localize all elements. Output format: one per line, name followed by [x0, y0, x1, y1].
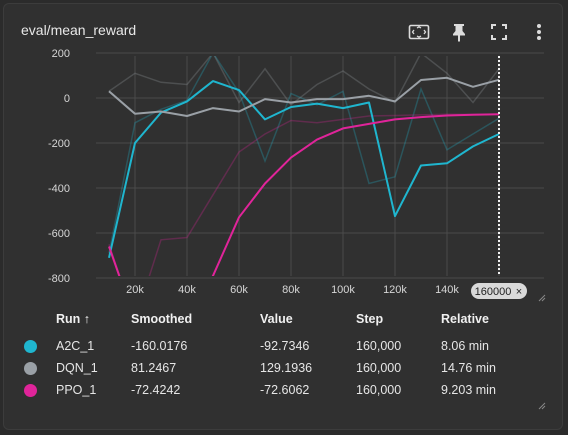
- table-row: DQN_1 81.2467 129.1936 160,000 14.76 min: [4, 358, 564, 380]
- x-tick-label: 60k: [230, 284, 248, 296]
- more-options-button[interactable]: [524, 18, 554, 46]
- hover-step-badge: [471, 283, 527, 299]
- col-value: Value: [260, 312, 293, 326]
- raw-value: -92.7346: [260, 339, 310, 353]
- x-tick-label: 40k: [178, 284, 196, 296]
- table-row: PPO_1 -72.4242 -72.6062 160,000 9.203 mi…: [4, 380, 564, 402]
- x-tick-label: 100k: [331, 284, 355, 296]
- col-relative: Relative: [441, 312, 489, 326]
- run-name: PPO_1: [56, 383, 97, 397]
- table-row: A2C_1 -160.0176 -92.7346 160,000 8.06 mi…: [4, 336, 564, 358]
- y-tick-label: -800: [48, 273, 70, 285]
- x-tick-label: 80k: [282, 284, 300, 296]
- run-color-dot: [24, 384, 37, 397]
- col-smoothed: Smoothed: [131, 312, 193, 326]
- table-header: Run ↑ Smoothed Value Step Relative: [4, 309, 564, 331]
- hover-close-icon[interactable]: ×: [516, 286, 522, 298]
- run-color-dot: [24, 362, 37, 375]
- raw-value: 129.1936: [260, 361, 313, 375]
- relative-time: 9.203 min: [441, 383, 496, 397]
- table-resize-handle[interactable]: [538, 402, 546, 410]
- series-raw-PPO_1: [108, 113, 500, 276]
- y-tick-label: -200: [48, 138, 70, 150]
- y-tick-label: 200: [52, 48, 70, 60]
- y-tick-label: -600: [48, 228, 70, 240]
- x-tick-label: 140k: [435, 284, 459, 296]
- pin-button[interactable]: [444, 18, 474, 46]
- series-raw-DQN_1: [108, 56, 500, 106]
- chart-resize-handle[interactable]: [538, 294, 546, 302]
- fit-to-data-icon: [408, 24, 430, 40]
- run-name: DQN_1: [56, 361, 98, 375]
- run-name: A2C_1: [56, 339, 95, 353]
- relative-time: 8.06 min: [441, 339, 489, 353]
- chart-title: eval/mean_reward: [21, 22, 137, 38]
- col-step: Step: [356, 312, 384, 326]
- series-smoothed-A2C_1: [108, 80, 500, 259]
- smoothed-value: -160.0176: [131, 339, 188, 353]
- x-tick-label: 20k: [126, 284, 144, 296]
- fit-to-data-button[interactable]: [404, 18, 434, 46]
- smoothed-value: 81.2467: [131, 361, 177, 375]
- run-color-dot: [24, 340, 37, 353]
- line-chart[interactable]: 200 0 -200 -400 -600 -800 20k 40k 60k 80k 100k 120k…: [4, 4, 564, 304]
- x-tick-label: 120k: [383, 284, 407, 296]
- relative-time: 14.76 min: [441, 361, 496, 375]
- y-tick-label: -400: [48, 183, 70, 195]
- series-smoothed-DQN_1: [108, 76, 500, 117]
- series-raw-A2C_1: [108, 56, 500, 254]
- scalar-card: eval/mean_reward 200 0 -200 -400 -600 -800 20k…: [3, 3, 563, 430]
- step-value: 160,000: [356, 383, 402, 397]
- smoothed-value: -72.4242: [131, 383, 181, 397]
- hover-step-label: 160000: [475, 286, 512, 298]
- plot-area: [108, 56, 500, 276]
- raw-value: -72.6062: [260, 383, 310, 397]
- series-smoothed-PPO_1: [108, 113, 500, 276]
- fullscreen-button[interactable]: [484, 18, 514, 46]
- step-value: 160,000: [356, 361, 402, 375]
- step-value: 160,000: [356, 339, 402, 353]
- col-run[interactable]: Run ↑: [56, 312, 91, 326]
- fullscreen-icon: [491, 24, 507, 40]
- card-toolbar: [404, 18, 554, 46]
- more-vert-icon: [537, 24, 541, 40]
- y-tick-label: 0: [64, 93, 70, 105]
- pin-icon: [453, 24, 465, 42]
